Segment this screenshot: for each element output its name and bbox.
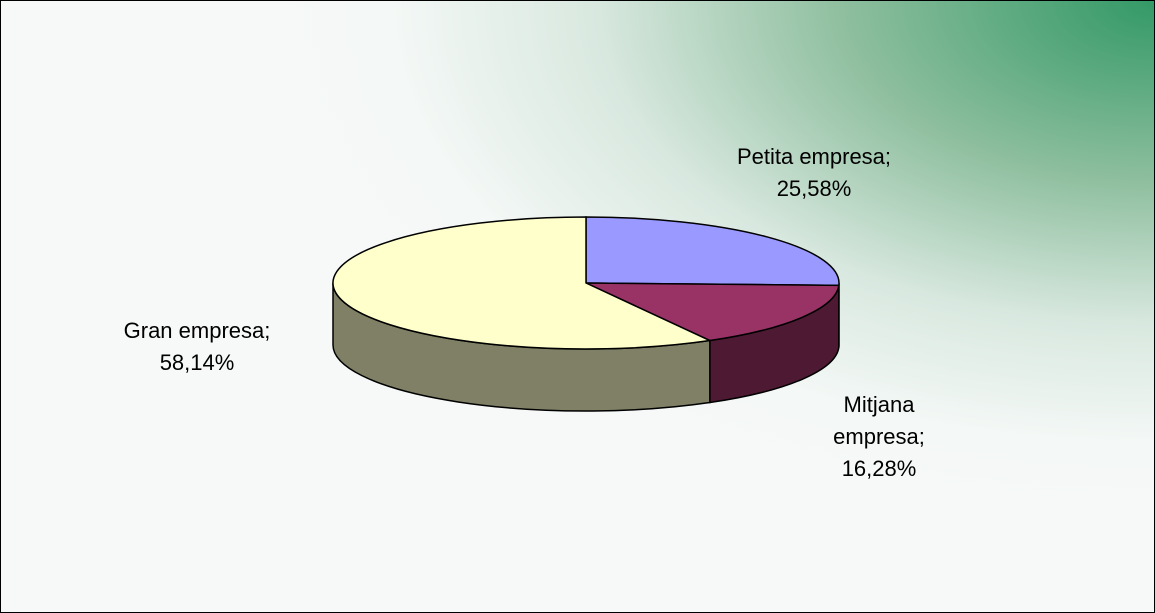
- label-value: 16,28%: [841, 456, 917, 481]
- data-label: Petita empresa; 25,58%: [684, 141, 944, 205]
- label-category: Mitjana empresa: [833, 392, 919, 449]
- label-value: 58,14%: [159, 350, 235, 375]
- data-label: Mitjana empresa; 16,28%: [809, 389, 949, 485]
- label-separator: ;: [264, 318, 271, 343]
- slice: [585, 216, 840, 287]
- label-separator: ;: [918, 424, 925, 449]
- label-value: 25,58%: [776, 176, 852, 201]
- slice: [332, 216, 713, 350]
- label-separator: ;: [884, 144, 892, 169]
- label-category: Gran empresa: [123, 318, 265, 343]
- data-label: Gran empresa; 58,14%: [67, 315, 327, 379]
- slice: [585, 282, 840, 342]
- label-category: Petita empresa: [736, 144, 885, 169]
